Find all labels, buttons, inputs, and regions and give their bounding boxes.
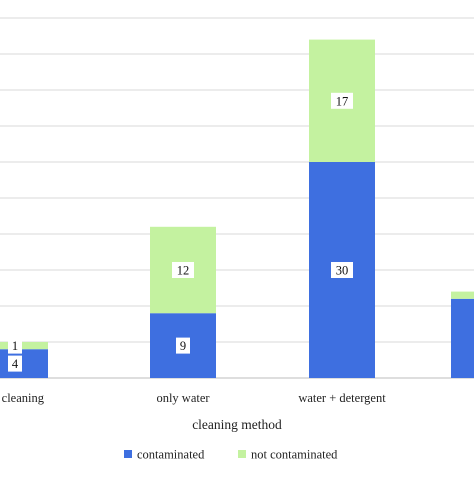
data-label: 17 (336, 94, 349, 108)
bar-segment-contaminated (0, 349, 48, 378)
data-label: 9 (180, 339, 186, 353)
legend-swatch-contaminated (124, 450, 132, 458)
data-label-box (8, 337, 22, 354)
data-label: 1 (12, 339, 18, 353)
bar-segment-contaminated (451, 298, 474, 378)
x-tick-label: only water (156, 391, 210, 405)
legend-label-contaminated: contaminated (137, 448, 205, 462)
data-label: 30 (336, 264, 349, 278)
data-label-box (331, 262, 353, 278)
legend-swatch-not-contaminated (238, 450, 246, 458)
data-label-box (176, 337, 190, 354)
legend-label-not-contaminated: not contaminated (251, 448, 338, 462)
data-label: 12 (177, 264, 190, 278)
data-labels: 4 1 9 12 30 17 (8, 92, 353, 372)
data-label: 4 (12, 357, 19, 371)
data-label-box (331, 92, 353, 109)
data-label-box (172, 262, 194, 278)
x-axis-title: cleaning method (192, 417, 282, 432)
legend: contaminated not contaminated (124, 448, 338, 462)
bar-segment-not-contaminated (0, 342, 48, 350)
gridlines (0, 17, 474, 379)
bar-segment-not-contaminated (451, 291, 474, 299)
x-tick-label: water + detergent (298, 391, 386, 405)
x-tick-label: no cleaning (0, 391, 45, 405)
data-label-box (8, 355, 22, 372)
